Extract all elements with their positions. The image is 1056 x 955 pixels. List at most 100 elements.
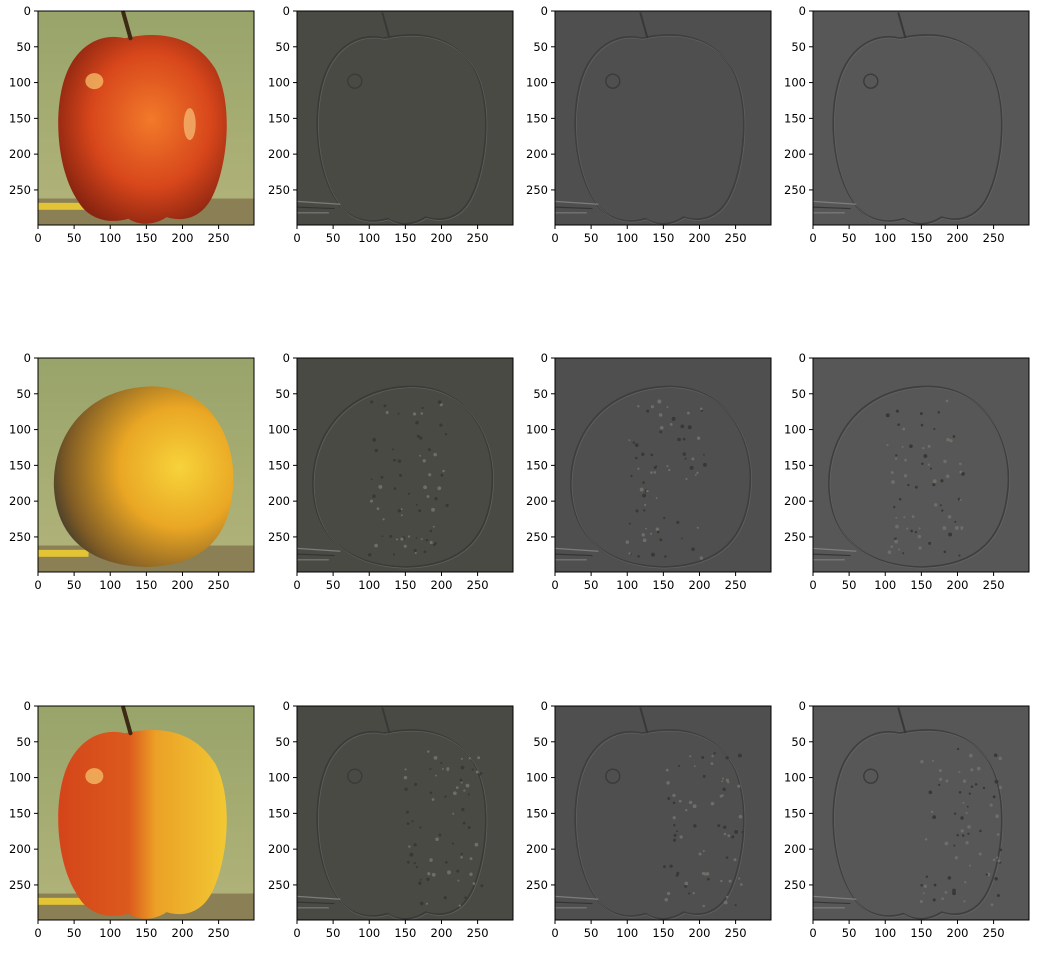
texture-speckle [419, 454, 421, 457]
x-tick-label: 250 [208, 231, 230, 245]
texture-speckle [460, 852, 463, 856]
texture-speckle [413, 548, 417, 552]
streak-edge [554, 547, 599, 552]
texture-speckle [372, 437, 376, 442]
y-tick-label: 250 [9, 530, 31, 544]
texture-speckle [954, 856, 959, 860]
texture-speckle [415, 420, 419, 425]
texture-speckle [914, 530, 918, 534]
y-tick-label: 150 [526, 111, 548, 125]
texture-speckle [688, 892, 691, 895]
x-tick-label: 250 [725, 926, 747, 940]
y-tick-label: 0 [799, 699, 806, 713]
texture-speckle [960, 816, 964, 820]
x-tick-label: 250 [467, 231, 489, 245]
texture-speckle [738, 814, 743, 819]
texture-speckle [990, 903, 994, 907]
texture-speckle [406, 822, 410, 826]
texture-speckle [418, 509, 422, 513]
texture-speckle [477, 756, 481, 760]
texture-speckle [958, 554, 961, 557]
x-tick-label: 150 [135, 926, 157, 940]
stem-edge [897, 707, 907, 734]
texture-speckle [650, 405, 654, 409]
texture-speckle [427, 750, 430, 753]
texture-speckle [650, 532, 653, 535]
texture-speckle [970, 785, 974, 788]
texture-speckle [642, 493, 647, 498]
texture-speckle [637, 467, 640, 470]
texture-speckle [421, 406, 424, 410]
highlight-edge [347, 768, 363, 784]
laplacian-background [555, 358, 771, 572]
laplacian-background [813, 358, 1029, 572]
texture-speckle [675, 873, 679, 877]
texture-speckle [945, 779, 949, 783]
x-tick-label: 0 [809, 231, 816, 245]
x-tick-label: 50 [67, 231, 82, 245]
texture-speckle [999, 848, 1003, 852]
streak-edge [296, 200, 341, 205]
texture-speckle [685, 809, 688, 812]
texture-speckle [628, 552, 631, 555]
texture-speckle [418, 881, 422, 885]
texture-speckle [444, 795, 447, 798]
texture-speckle [423, 485, 427, 490]
texture-speckle [397, 412, 400, 415]
texture-speckle [997, 859, 1001, 863]
texture-speckle [427, 448, 431, 452]
texture-speckle [721, 794, 724, 797]
texture-speckle [431, 872, 436, 877]
texture-speckle [989, 803, 993, 807]
texture-speckle [925, 875, 929, 878]
y-tick-label: 50 [791, 40, 806, 54]
texture-speckle [952, 888, 956, 893]
streak-edge [812, 206, 851, 210]
texture-speckle [922, 892, 925, 895]
texture-speckle [967, 832, 970, 835]
x-tick-label: 150 [652, 578, 674, 592]
texture-speckle [452, 812, 455, 815]
texture-speckle [945, 399, 949, 403]
x-tick-label: 250 [983, 926, 1005, 940]
streak-edge [296, 901, 335, 905]
texture-speckle [393, 458, 396, 462]
texture-speckle [679, 835, 683, 839]
texture-speckle [677, 437, 681, 442]
texture-speckle [717, 824, 721, 828]
texture-speckle [420, 538, 423, 540]
texture-speckle [702, 850, 705, 853]
texture-speckle [665, 768, 669, 772]
y-tick-label: 100 [9, 76, 31, 90]
texture-speckle [932, 815, 937, 820]
texture-speckle [392, 553, 396, 556]
y-tick-label: 100 [268, 423, 290, 437]
texture-speckle [658, 413, 663, 417]
texture-speckle [943, 550, 947, 554]
texture-speckle [678, 799, 682, 803]
edge-outline [316, 729, 487, 920]
texture-speckle [650, 471, 653, 474]
pencil [38, 897, 89, 905]
panel-apple-laplacian-1: 0 50 100 150 200 250 0 50 100 150 200 250 [268, 4, 514, 245]
texture-speckle [659, 425, 664, 430]
texture-speckle [645, 527, 648, 530]
texture-speckle [669, 864, 673, 868]
texture-speckle [696, 526, 699, 529]
texture-speckle [630, 474, 633, 478]
texture-speckle [409, 852, 414, 857]
texture-speckle [671, 416, 676, 421]
apple-stem [121, 705, 133, 736]
texture-speckle [700, 409, 703, 412]
texture-speckle [628, 522, 631, 525]
texture-speckle [959, 470, 963, 474]
texture-speckle [964, 881, 967, 884]
texture-speckle [460, 765, 465, 770]
texture-speckle [429, 791, 433, 795]
texture-speckle [961, 471, 965, 476]
panel-apple-laplacian-2: 0 50 100 150 200 250 0 50 100 150 200 250 [526, 4, 772, 245]
texture-speckle [413, 843, 417, 847]
x-tick-label: 200 [947, 926, 969, 940]
texture-speckle [440, 761, 443, 765]
texture-speckle [435, 774, 438, 777]
